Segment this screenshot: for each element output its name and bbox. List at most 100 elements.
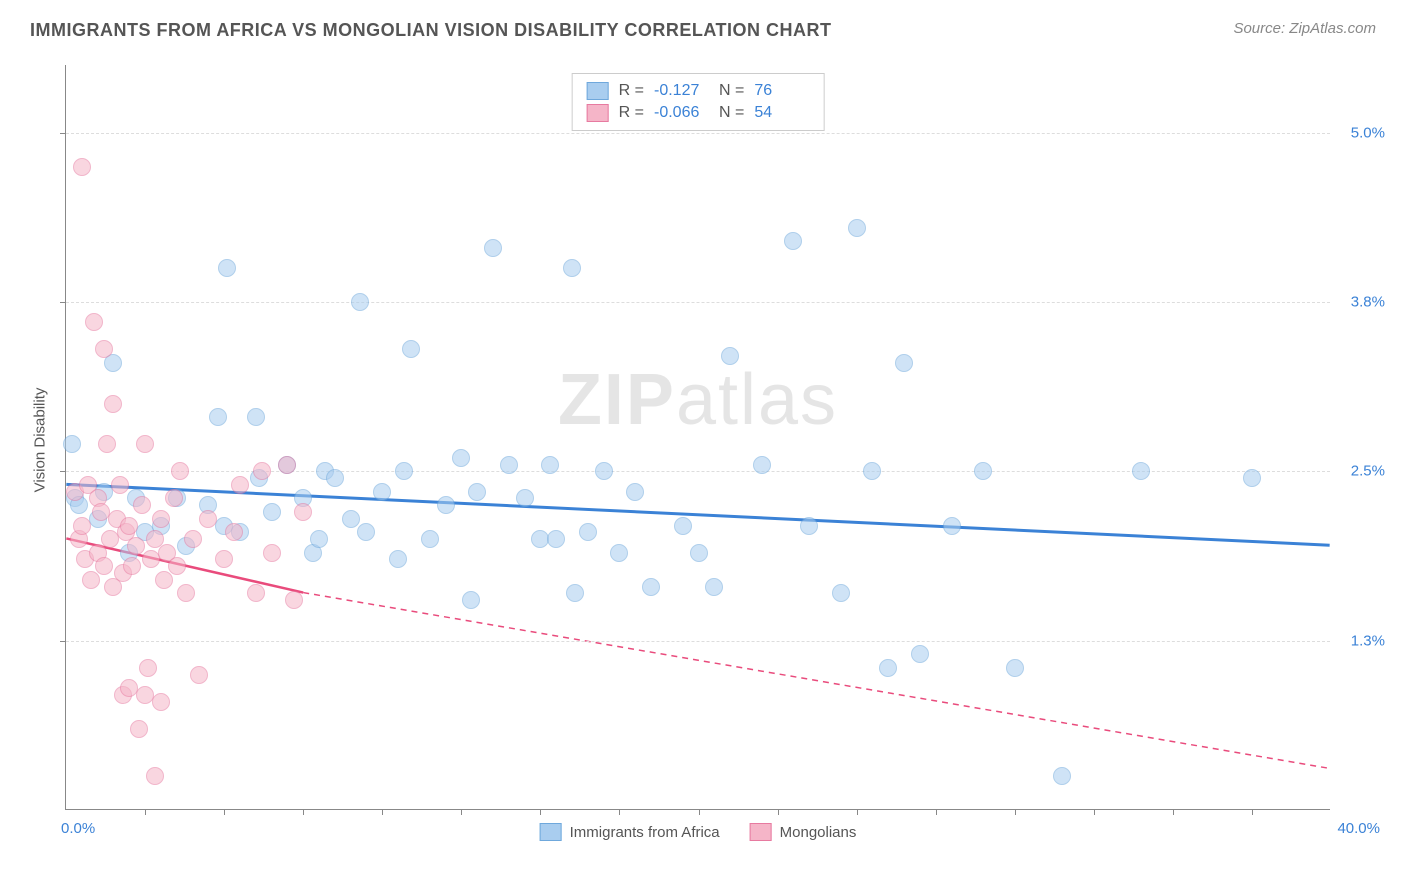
x-tick xyxy=(936,809,937,815)
x-tick xyxy=(303,809,304,815)
scatter-point xyxy=(484,239,502,257)
scatter-point xyxy=(263,544,281,562)
y-tick xyxy=(60,471,66,472)
y-tick xyxy=(60,302,66,303)
stat-n-label: N = xyxy=(719,104,744,122)
scatter-point xyxy=(190,666,208,684)
scatter-point xyxy=(1053,767,1071,785)
stat-row: R =-0.066N =54 xyxy=(587,102,810,124)
x-tick xyxy=(1173,809,1174,815)
legend-item: Immigrants from Africa xyxy=(540,823,720,841)
gridline xyxy=(66,641,1330,642)
x-tick xyxy=(382,809,383,815)
stat-r-label: R = xyxy=(619,82,644,100)
x-tick xyxy=(1015,809,1016,815)
y-tick-label: 5.0% xyxy=(1351,124,1385,141)
scatter-point xyxy=(215,550,233,568)
gridline xyxy=(66,133,1330,134)
scatter-point xyxy=(95,557,113,575)
x-tick xyxy=(145,809,146,815)
y-tick xyxy=(60,641,66,642)
scatter-point xyxy=(263,503,281,521)
scatter-point xyxy=(357,523,375,541)
scatter-point xyxy=(468,483,486,501)
scatter-point xyxy=(139,659,157,677)
stat-n-value: 76 xyxy=(754,82,809,100)
scatter-point xyxy=(218,259,236,277)
scatter-point xyxy=(437,496,455,514)
scatter-point xyxy=(516,489,534,507)
legend-label: Mongolians xyxy=(780,824,857,841)
scatter-point xyxy=(146,767,164,785)
scatter-point xyxy=(342,510,360,528)
source-label: Source: ZipAtlas.com xyxy=(1233,20,1376,37)
scatter-point xyxy=(974,462,992,480)
scatter-point xyxy=(127,537,145,555)
scatter-point xyxy=(73,517,91,535)
scatter-point xyxy=(104,395,122,413)
gridline xyxy=(66,302,1330,303)
legend-swatch xyxy=(750,823,772,841)
scatter-point xyxy=(310,530,328,548)
chart-container: Vision Disability ZIPatlas R =-0.127N =7… xyxy=(50,55,1380,825)
scatter-point xyxy=(120,517,138,535)
scatter-point xyxy=(111,476,129,494)
scatter-point xyxy=(63,435,81,453)
scatter-point xyxy=(73,158,91,176)
scatter-point xyxy=(231,476,249,494)
x-tick xyxy=(778,809,779,815)
stat-r-label: R = xyxy=(619,104,644,122)
scatter-point xyxy=(184,530,202,548)
scatter-point xyxy=(595,462,613,480)
y-tick-label: 1.3% xyxy=(1351,632,1385,649)
legend-swatch xyxy=(587,82,609,100)
scatter-point xyxy=(547,530,565,548)
scatter-point xyxy=(152,693,170,711)
scatter-point xyxy=(832,584,850,602)
scatter-point xyxy=(247,584,265,602)
chart-title: IMMIGRANTS FROM AFRICA VS MONGOLIAN VISI… xyxy=(30,20,831,41)
scatter-point xyxy=(85,313,103,331)
scatter-point xyxy=(895,354,913,372)
y-axis-label: Vision Disability xyxy=(32,388,49,493)
x-tick xyxy=(619,809,620,815)
scatter-point xyxy=(98,435,116,453)
x-tick-label: 40.0% xyxy=(1337,820,1380,837)
stat-box: R =-0.127N =76R =-0.066N =54 xyxy=(572,73,825,131)
header: IMMIGRANTS FROM AFRICA VS MONGOLIAN VISI… xyxy=(0,0,1406,51)
scatter-point xyxy=(1006,659,1024,677)
scatter-point xyxy=(95,340,113,358)
scatter-point xyxy=(351,293,369,311)
bottom-legend: Immigrants from Africa Mongolians xyxy=(540,823,857,841)
scatter-point xyxy=(626,483,644,501)
scatter-point xyxy=(395,462,413,480)
scatter-point xyxy=(294,503,312,521)
scatter-point xyxy=(326,469,344,487)
scatter-point xyxy=(278,456,296,474)
scatter-point xyxy=(225,523,243,541)
scatter-point xyxy=(879,659,897,677)
scatter-point xyxy=(674,517,692,535)
legend-label: Immigrants from Africa xyxy=(570,824,720,841)
scatter-point xyxy=(171,462,189,480)
scatter-point xyxy=(133,496,151,514)
stat-n-value: 54 xyxy=(754,104,809,122)
scatter-point xyxy=(943,517,961,535)
scatter-point xyxy=(209,408,227,426)
scatter-point xyxy=(566,584,584,602)
watermark-atlas: atlas xyxy=(676,360,838,440)
scatter-point xyxy=(1132,462,1150,480)
x-tick-label: 0.0% xyxy=(61,820,95,837)
scatter-point xyxy=(610,544,628,562)
legend-item: Mongolians xyxy=(750,823,857,841)
scatter-point xyxy=(421,530,439,548)
stat-r-value: -0.127 xyxy=(654,82,709,100)
stat-row: R =-0.127N =76 xyxy=(587,80,810,102)
scatter-point xyxy=(253,462,271,480)
y-tick-label: 3.8% xyxy=(1351,294,1385,311)
scatter-point xyxy=(168,557,186,575)
scatter-point xyxy=(579,523,597,541)
x-tick xyxy=(1252,809,1253,815)
scatter-point xyxy=(402,340,420,358)
scatter-point xyxy=(452,449,470,467)
